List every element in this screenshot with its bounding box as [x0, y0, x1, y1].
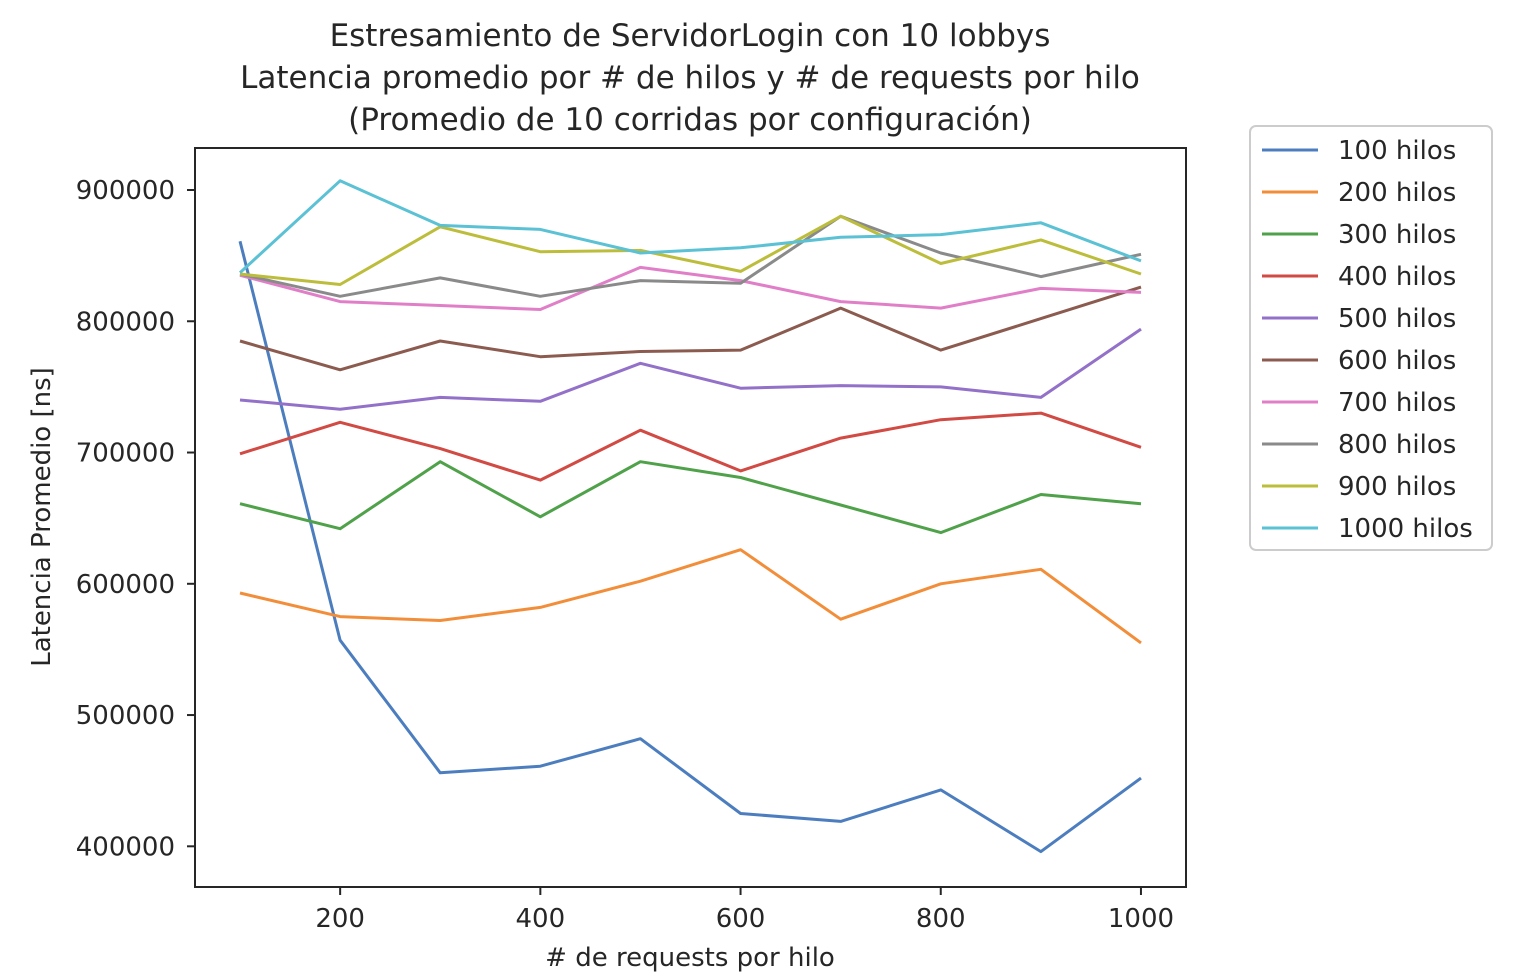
- legend-label: 500 hilos: [1338, 304, 1456, 334]
- y-tick-label: 800000: [76, 307, 175, 337]
- chart-title-line-2: Latencia promedio por # de hilos y # de …: [240, 60, 1140, 96]
- x-axis-label: # de requests por hilo: [545, 943, 835, 973]
- x-tick-label: 800: [916, 904, 966, 934]
- series-lines: [238, 179, 1142, 854]
- legend-label: 700 hilos: [1338, 388, 1456, 418]
- y-tick-label: 700000: [76, 439, 175, 469]
- legend-label: 200 hilos: [1338, 178, 1456, 208]
- legend-label: 1000 hilos: [1338, 514, 1473, 544]
- legend-items: 100 hilos 200 hilos 300 hilos 400 hilos 500 …: [1262, 136, 1473, 544]
- series-line-1000-hilos: [238, 179, 1142, 274]
- legend-label: 400 hilos: [1338, 262, 1456, 292]
- x-tick-label: 1000: [1108, 904, 1174, 934]
- legend-label: 800 hilos: [1338, 430, 1456, 460]
- y-tick-label: 400000: [76, 832, 175, 862]
- chart-title-line-1: Estresamiento de ServidorLogin con 10 lo…: [330, 18, 1051, 54]
- legend-label: 900 hilos: [1338, 472, 1456, 502]
- series-line-600-hilos: [239, 285, 1142, 372]
- y-axis-label: Latencia Promedio [ns]: [27, 367, 57, 667]
- series-line-700-hilos: [239, 265, 1142, 311]
- y-tick-label: 600000: [76, 570, 175, 600]
- x-tick-label: 200: [315, 904, 365, 934]
- legend: 100 hilos 200 hilos 300 hilos 400 hilos 500 …: [1249, 125, 1493, 551]
- legend-label: 100 hilos: [1338, 136, 1456, 166]
- legend-label: 300 hilos: [1338, 220, 1456, 250]
- series-line-400-hilos: [239, 411, 1142, 482]
- series-line-800-hilos: [239, 214, 1142, 298]
- series-line-300-hilos: [239, 460, 1142, 535]
- series-line-200-hilos: [239, 548, 1142, 645]
- chart-title-line-3: (Promedio de 10 corridas por configuraci…: [348, 102, 1032, 138]
- chart-title: Estresamiento de ServidorLogin con 10 lo…: [240, 18, 1140, 138]
- y-tick-label: 900000: [76, 176, 175, 206]
- y-tick-label: 500000: [76, 701, 175, 731]
- legend-label: 600 hilos: [1338, 346, 1456, 376]
- series-line-900-hilos: [239, 214, 1142, 286]
- x-axis: 200 400 600 800 1000: [315, 887, 1174, 934]
- series-line-500-hilos: [239, 327, 1142, 411]
- x-tick-label: 600: [716, 904, 766, 934]
- x-tick-label: 400: [516, 904, 566, 934]
- series-line-100-hilos: [238, 240, 1142, 854]
- y-axis: 400000 500000 600000 700000 800000 900000: [76, 176, 195, 862]
- plot-frame: [194, 147, 1187, 888]
